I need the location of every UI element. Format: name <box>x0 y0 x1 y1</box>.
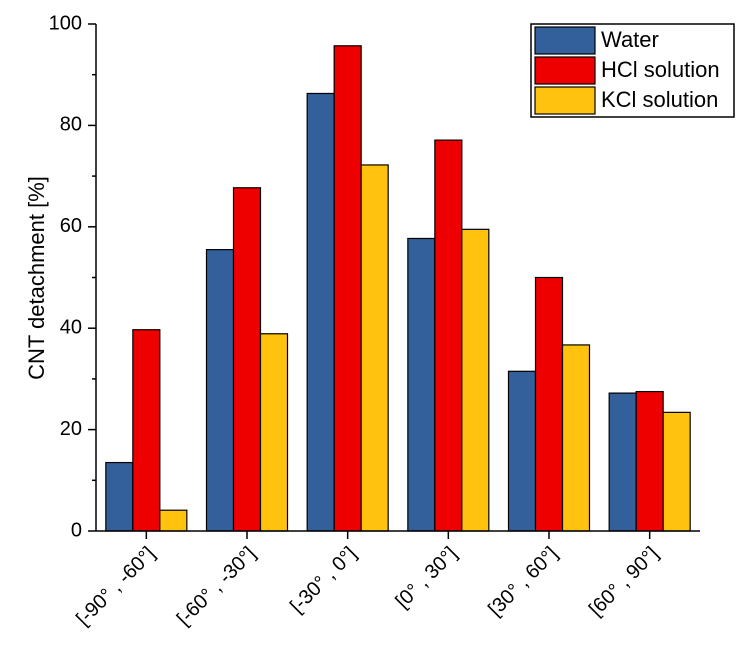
legend-label: KCl solution <box>601 87 718 112</box>
bar-hcl-solution <box>635 390 664 532</box>
x-tick-label: [-60° , -30°] <box>173 543 260 630</box>
bar-kcl-solution <box>360 164 389 532</box>
x-tick-label: [60° , 90°] <box>585 543 663 621</box>
bar-hcl-solution <box>333 45 362 532</box>
bar-kcl-solution <box>461 228 490 532</box>
x-tick-label: [30° , 60°] <box>484 543 562 621</box>
bar-hcl-solution <box>232 187 262 532</box>
legend-label: Water <box>601 27 659 52</box>
x-tick-label: [0° , 30°] <box>391 543 461 613</box>
x-tick-label: [-90° , -60°] <box>72 543 159 630</box>
bar-water <box>608 392 637 532</box>
y-tick-label: 100 <box>49 12 82 34</box>
y-tick-label: 40 <box>60 316 82 338</box>
bar-hcl-solution <box>434 139 463 532</box>
bar-kcl-solution <box>561 344 591 532</box>
bar-water <box>507 370 537 532</box>
bar-hcl-solution <box>132 329 161 532</box>
y-tick-label: 60 <box>60 215 82 237</box>
bar-kcl-solution <box>159 509 188 532</box>
legend: Water HCl solution KCl solution <box>530 23 735 118</box>
legend-label: HCl solution <box>601 57 720 82</box>
y-axis-title: CNT detachment [%] <box>24 176 49 380</box>
legend-swatch <box>534 56 596 85</box>
legend-swatch <box>534 86 596 115</box>
bar-water <box>105 461 134 532</box>
y-tick-label: 0 <box>71 519 82 541</box>
bar-water <box>205 249 235 532</box>
bars-layer <box>105 45 691 532</box>
x-tick-label: [-30° , 0°] <box>286 543 361 618</box>
bar-kcl-solution <box>259 333 289 532</box>
y-tick-label: 80 <box>60 114 82 136</box>
bar-kcl-solution <box>662 411 691 532</box>
legend-swatch <box>534 26 596 55</box>
bar-hcl-solution <box>534 276 564 532</box>
bar-water <box>407 237 436 532</box>
x-ticks: [-90° , -60°] [-60° , -30°] [-30° , 0°] [0°… <box>72 531 663 630</box>
y-tick-label: 20 <box>60 418 82 440</box>
y-ticks: 0 20 40 60 80 100 <box>49 12 96 541</box>
bar-water <box>306 92 335 532</box>
